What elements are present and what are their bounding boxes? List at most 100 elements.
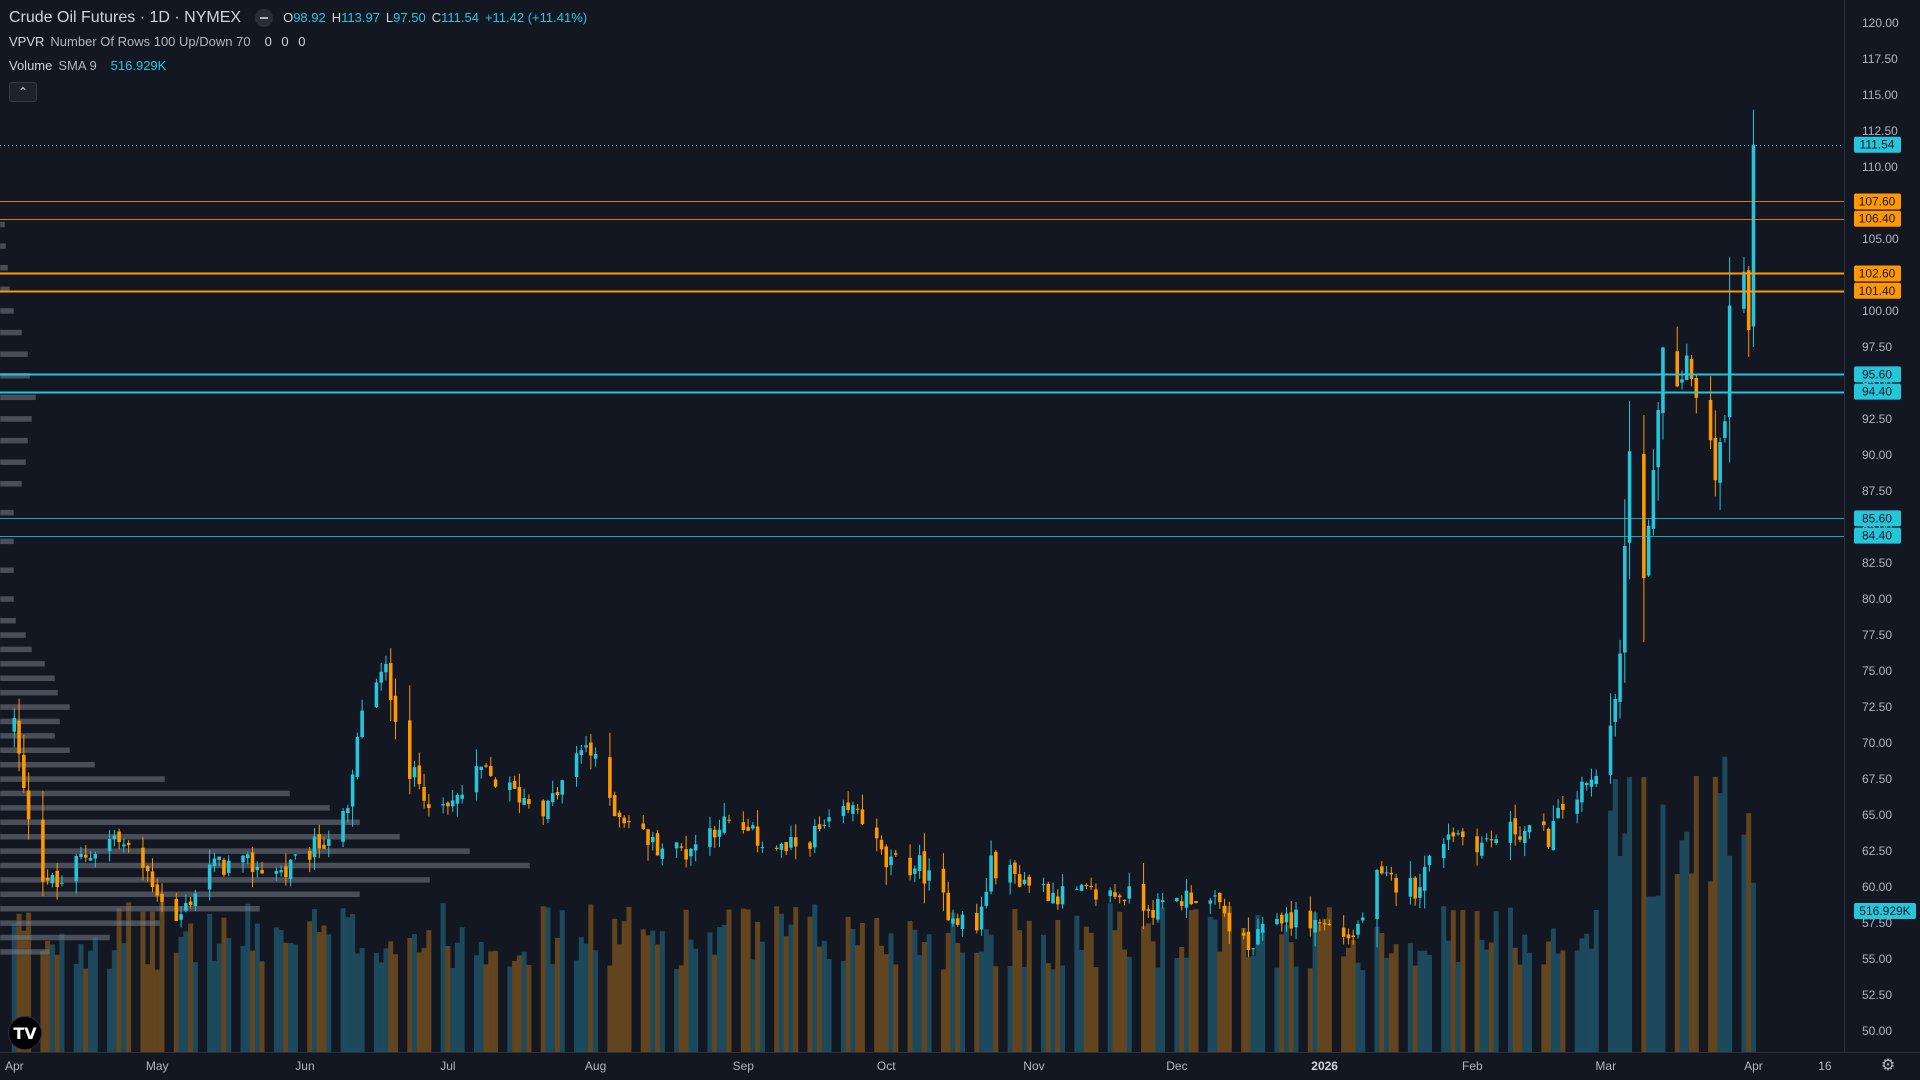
- candle: [393, 678, 398, 740]
- volume-bar: [988, 934, 994, 1052]
- candle: [889, 849, 893, 876]
- volume-bar: [1207, 916, 1213, 1052]
- candle: [307, 847, 312, 873]
- candle-body: [1127, 886, 1132, 899]
- volume-indicator-name[interactable]: Volume: [9, 58, 53, 73]
- tradingview-logo-icon[interactable]: TV: [8, 1016, 42, 1050]
- candle-body: [384, 663, 388, 673]
- volume-bar: [59, 933, 65, 1052]
- volume-bar: [73, 963, 79, 1052]
- profile-bin: [0, 394, 37, 401]
- candle-body: [827, 817, 831, 822]
- volume-bar: [1055, 919, 1061, 1052]
- volume-bar: [354, 953, 360, 1052]
- candle-body: [60, 882, 64, 884]
- candle-body: [660, 848, 665, 859]
- y-tick-label: 72.50: [1862, 700, 1892, 714]
- candle-body: [1475, 836, 1479, 853]
- candle: [650, 831, 655, 851]
- candle-body: [41, 819, 45, 882]
- candle: [407, 685, 412, 795]
- volume-bar: [1617, 855, 1623, 1052]
- candle: [317, 824, 322, 859]
- candle-body: [874, 827, 879, 839]
- candle-body: [1356, 923, 1360, 935]
- hide-icon[interactable]: [255, 9, 274, 27]
- candle-body: [241, 855, 245, 863]
- candle-body: [951, 918, 955, 924]
- volume-bar: [416, 952, 422, 1052]
- profile-bin: [0, 221, 6, 228]
- price-axis-label: 101.40: [1854, 282, 1901, 299]
- volume-bar: [1341, 956, 1347, 1052]
- candle-body: [279, 870, 283, 873]
- candle: [1117, 893, 1122, 904]
- y-tick-label: 100.00: [1862, 304, 1899, 318]
- candle-body: [188, 901, 193, 906]
- price-axis-label: 111.54: [1854, 136, 1901, 153]
- volume-bar: [1350, 940, 1356, 1052]
- volume-bar: [78, 944, 84, 1052]
- candle-body: [1218, 892, 1222, 903]
- price-axis-label-bg: [1854, 383, 1901, 400]
- candle-body: [1675, 351, 1680, 387]
- candle-body: [1084, 884, 1089, 886]
- volume-bar: [388, 941, 394, 1052]
- candle: [917, 844, 922, 879]
- candle: [975, 903, 979, 934]
- candle: [1256, 918, 1260, 946]
- settings-gear-icon[interactable]: ⚙: [1880, 1057, 1896, 1074]
- price-axis-label-bg: [1854, 193, 1901, 210]
- candle: [1656, 402, 1660, 501]
- x-tick-label: May: [146, 1059, 169, 1073]
- candle: [1651, 449, 1656, 536]
- candle: [83, 845, 88, 862]
- candle-body: [1551, 820, 1556, 851]
- volume-bar: [373, 952, 379, 1052]
- volume-bar: [1045, 963, 1051, 1052]
- candle: [522, 788, 526, 806]
- candle-body: [1723, 421, 1727, 438]
- collapse-legend-button[interactable]: ⌃: [9, 82, 37, 102]
- candle-body: [746, 826, 750, 831]
- candle-body: [1251, 948, 1255, 950]
- candle-body: [317, 834, 322, 849]
- candle-body: [1108, 890, 1112, 897]
- symbol-title[interactable]: Crude Oil Futures · 1D · NYMEX: [9, 9, 242, 26]
- volume-bar: [483, 964, 489, 1052]
- volume-bar: [1174, 958, 1180, 1052]
- volume-bar: [207, 913, 213, 1052]
- candle: [955, 913, 960, 927]
- price-axis-label: 94.40: [1854, 383, 1901, 400]
- candle: [1056, 889, 1060, 910]
- candle-body: [1060, 886, 1065, 905]
- price-axis-label-text: 111.54: [1860, 138, 1895, 152]
- candle-body: [560, 780, 565, 795]
- volume-bar: [445, 945, 451, 1052]
- candle-body: [1446, 834, 1451, 840]
- candle-body: [927, 870, 931, 881]
- candle-body: [727, 819, 731, 821]
- volume-bar: [459, 927, 465, 1052]
- candle: [1089, 877, 1093, 890]
- vpvr-indicator-name[interactable]: VPVR: [9, 34, 45, 49]
- profile-bin: [0, 372, 31, 380]
- volume-bar: [1393, 944, 1399, 1052]
- candle: [1422, 855, 1427, 909]
- candle-body: [179, 914, 183, 920]
- volume-bar: [788, 924, 794, 1052]
- candle: [1694, 375, 1699, 414]
- candle-body: [217, 856, 221, 860]
- candle: [1184, 879, 1189, 918]
- candle: [527, 794, 531, 809]
- candle-body: [1308, 910, 1313, 929]
- candle-body: [79, 853, 83, 857]
- volume-bar: [1388, 953, 1394, 1052]
- candle-body: [1489, 839, 1494, 841]
- volume-bar: [311, 909, 317, 1052]
- volume-params: SMA 9: [58, 58, 97, 73]
- volume-bar: [340, 908, 346, 1052]
- volume-bar: [1446, 940, 1452, 1052]
